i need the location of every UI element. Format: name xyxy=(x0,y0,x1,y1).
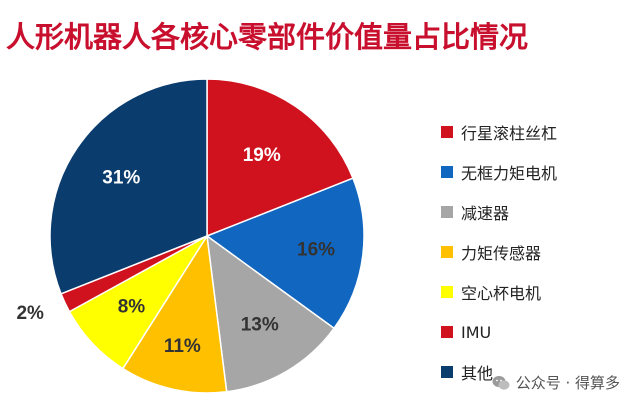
legend-item-7: 其他 xyxy=(441,352,626,392)
pie-slice-1 xyxy=(206,78,354,238)
wechat-icon xyxy=(492,375,510,390)
pie-slice-3 xyxy=(206,234,336,393)
pie-slice-7 xyxy=(49,78,208,295)
chart-title: 人形机器人各核心零部件价值量占比情况 xyxy=(6,20,529,54)
legend-label: 行星滚柱丝杠 xyxy=(461,124,558,143)
watermark-text: 公众号 · 得算多 xyxy=(515,374,620,392)
legend-item-3: 减速器 xyxy=(441,192,626,232)
legend-label: 力矩传感器 xyxy=(461,244,542,263)
pie-slice-4 xyxy=(121,233,228,394)
pie-label-7: 31% xyxy=(102,167,140,188)
legend-item-2: 无框力矩电机 xyxy=(441,152,626,192)
legend-swatch xyxy=(441,326,453,338)
pie-labels: 19% 16% 13% 11% 8% 2% 31% xyxy=(16,145,335,357)
legend-swatch xyxy=(441,166,453,178)
watermark: 公众号 · 得算多 xyxy=(492,372,620,393)
legend-item-1: 行星滚柱丝杠 xyxy=(441,112,626,152)
legend-item-4: 力矩传感器 xyxy=(441,232,626,272)
pie-label-3: 13% xyxy=(241,315,279,336)
pie-slices xyxy=(49,78,365,394)
legend-swatch xyxy=(441,206,453,218)
legend-swatch xyxy=(441,126,453,138)
pie-slice-2 xyxy=(205,177,365,330)
legend-item-5: 空心杯电机 xyxy=(441,272,626,312)
legend-label: 减速器 xyxy=(461,204,510,223)
legend-swatch xyxy=(441,366,453,378)
legend-label: 无框力矩电机 xyxy=(461,164,558,183)
pie-label-5: 8% xyxy=(118,296,146,317)
pie-label-1: 19% xyxy=(243,145,281,166)
legend-label: IMU xyxy=(461,322,492,342)
chart-legend: 行星滚柱丝杠 无框力矩电机 减速器力矩传感器空心杯电机 IMU 其他 xyxy=(441,112,626,392)
legend-swatch xyxy=(441,246,453,258)
legend-label: 空心杯电机 xyxy=(461,284,542,303)
pie-label-2: 16% xyxy=(297,239,335,260)
legend-item-6: IMU xyxy=(441,312,626,352)
pie-label-4: 11% xyxy=(164,336,201,357)
pie-label-6: 2% xyxy=(16,303,44,324)
legend-swatch xyxy=(441,286,453,298)
legend-label: 其他 xyxy=(461,364,494,383)
